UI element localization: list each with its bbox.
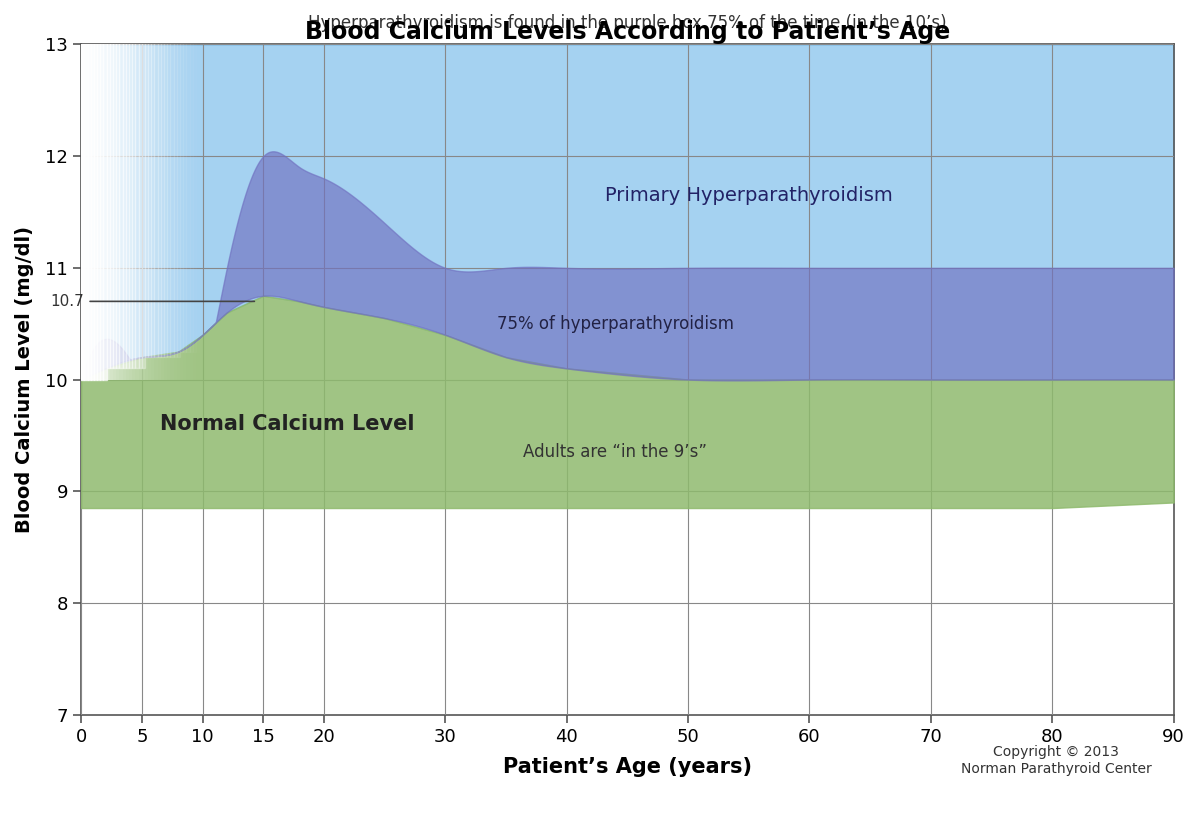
Bar [161,45,164,380]
Bar [190,45,193,380]
Bar [101,45,103,380]
Bar [205,0,209,335]
Bar [132,33,136,369]
Bar [138,33,142,369]
Bar [116,45,120,380]
X-axis label: Patient’s Age (years): Patient’s Age (years) [503,757,752,777]
Bar [88,45,91,380]
Bar [157,22,161,357]
Bar [180,45,184,380]
Bar [174,22,176,357]
Bar [196,16,199,351]
Bar [184,45,186,380]
Bar [82,45,84,380]
Bar [196,45,199,380]
Bar [193,45,196,380]
Bar [136,45,138,380]
Bar [84,45,88,380]
Bar [203,16,205,351]
Bar [91,45,94,380]
Bar [82,45,84,380]
Bar [176,45,180,380]
Bar [101,45,103,380]
Bar [193,16,196,351]
Bar [205,45,209,380]
Bar [88,45,91,380]
Bar [138,45,142,380]
Bar [142,45,145,380]
Bar [184,16,186,351]
Bar [116,33,120,369]
Bar [180,16,184,351]
Bar [186,45,190,380]
Bar [126,33,128,369]
Bar [94,45,97,380]
Bar [107,33,110,369]
Bar [84,45,88,380]
Bar [151,22,155,357]
Text: Normal Calcium Level: Normal Calcium Level [161,414,415,434]
Y-axis label: Blood Calcium Level (mg/dl): Blood Calcium Level (mg/dl) [16,226,34,533]
Bar [190,16,193,351]
Bar [110,45,113,380]
Bar [151,45,155,380]
Bar [136,33,138,369]
Bar [107,45,110,380]
Bar [145,45,148,380]
Bar [97,45,101,380]
Bar [128,45,132,380]
Bar [91,45,94,380]
Bar [199,16,203,351]
Text: Adults are “in the 9’s”: Adults are “in the 9’s” [523,443,707,461]
Bar [126,45,128,380]
Bar [122,33,126,369]
Bar [155,45,157,380]
Text: Hyperparathyroidism is found in the purple box 75% of the time (in the 10’s): Hyperparathyroidism is found in the purp… [308,14,947,32]
Bar [170,22,174,357]
Title: Blood Calcium Levels According to Patient’s Age: Blood Calcium Levels According to Patien… [305,20,950,44]
Bar [161,22,164,357]
Bar [142,33,145,369]
Bar [167,45,170,380]
Bar [203,45,205,380]
Bar [174,45,176,380]
Bar [120,33,122,369]
Text: 10.7: 10.7 [50,294,84,309]
Bar [148,45,151,380]
Bar [103,45,107,380]
Bar [113,33,116,369]
Bar [186,16,190,351]
Text: Primary Hyperparathyroidism: Primary Hyperparathyroidism [605,186,893,205]
Text: 75% of hyperparathyroidism: 75% of hyperparathyroidism [497,314,733,332]
Bar [132,45,136,380]
Bar [113,45,116,380]
Bar [164,45,167,380]
Bar [167,22,170,357]
Bar [155,22,157,357]
Bar [103,45,107,380]
Bar [128,33,132,369]
Bar [164,22,167,357]
Text: Copyright © 2013
Norman Parathyroid Center: Copyright © 2013 Norman Parathyroid Cent… [961,745,1151,776]
Bar [145,22,148,357]
Bar [97,45,101,380]
Bar [157,45,161,380]
Bar [176,22,180,357]
Bar [148,22,151,357]
Bar [94,45,97,380]
Bar [122,45,126,380]
Bar [120,45,122,380]
Bar [170,45,174,380]
Bar [110,33,113,369]
Bar [199,45,203,380]
